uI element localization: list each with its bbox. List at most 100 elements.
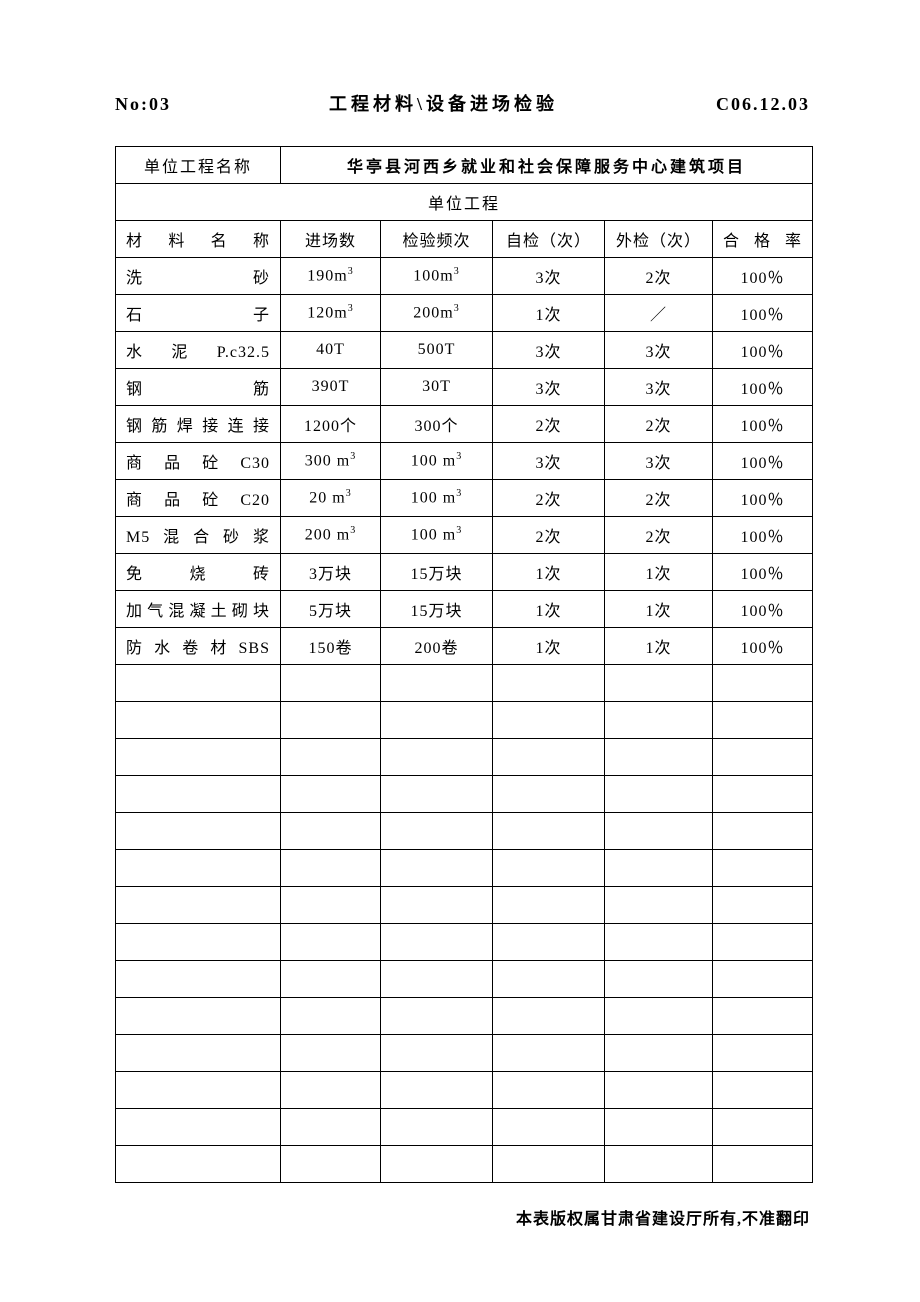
cell-empty (281, 998, 381, 1035)
cell-empty (605, 776, 713, 813)
cell-empty (381, 1109, 493, 1146)
cell-name: M5混合砂浆 (116, 517, 281, 554)
cell-name: 洗砂 (116, 258, 281, 295)
table-row-empty (116, 961, 813, 998)
cell-empty (381, 924, 493, 961)
cell-qty-in: 5万块 (281, 591, 381, 628)
cell-empty (493, 702, 605, 739)
table-row: 石子120m3200m31次／100％ (116, 295, 813, 332)
col-header-freq: 检验频次 (381, 221, 493, 258)
inspection-table: 单位工程名称 华亭县河西乡就业和社会保障服务中心建筑项目 单位工程 材料名称 进… (115, 146, 813, 1183)
cell-qty-in: 40T (281, 332, 381, 369)
doc-title: 工程材料\设备进场检验 (329, 90, 558, 116)
col-header-qty-in: 进场数 (281, 221, 381, 258)
cell-qty-in: 3万块 (281, 554, 381, 591)
cell-pass-rate: 100％ (713, 591, 813, 628)
col-header-name: 材料名称 (116, 221, 281, 258)
cell-empty (493, 1035, 605, 1072)
cell-qty-in: 300 m3 (281, 443, 381, 480)
cell-empty (116, 1146, 281, 1183)
table-row-empty (116, 702, 813, 739)
cell-empty (493, 924, 605, 961)
table-row: 免烧砖3万块15万块1次1次100％ (116, 554, 813, 591)
table-row-empty (116, 776, 813, 813)
table-row-empty (116, 1035, 813, 1072)
cell-qty-in: 20 m3 (281, 480, 381, 517)
cell-self-check: 1次 (493, 295, 605, 332)
cell-empty (116, 850, 281, 887)
cell-pass-rate: 100％ (713, 332, 813, 369)
table-row-empty (116, 1072, 813, 1109)
cell-empty (713, 1072, 813, 1109)
cell-empty (605, 702, 713, 739)
cell-empty (281, 1072, 381, 1109)
cell-pass-rate: 100％ (713, 554, 813, 591)
cell-pass-rate: 100％ (713, 406, 813, 443)
cell-empty (713, 1109, 813, 1146)
cell-qty-in: 1200个 (281, 406, 381, 443)
cell-empty (381, 702, 493, 739)
cell-self-check: 1次 (493, 554, 605, 591)
cell-ext-check: 2次 (605, 480, 713, 517)
cell-self-check: 2次 (493, 517, 605, 554)
table-row: 商品砼C2020 m3100 m32次2次100％ (116, 480, 813, 517)
cell-empty (381, 776, 493, 813)
cell-empty (493, 776, 605, 813)
cell-self-check: 2次 (493, 406, 605, 443)
cell-empty (381, 1146, 493, 1183)
cell-self-check: 3次 (493, 443, 605, 480)
section-title: 单位工程 (116, 184, 813, 221)
cell-empty (605, 1072, 713, 1109)
table-row-empty (116, 998, 813, 1035)
cell-empty (713, 813, 813, 850)
cell-empty (281, 739, 381, 776)
doc-number: No:03 (115, 94, 171, 115)
cell-empty (116, 1109, 281, 1146)
cell-empty (605, 850, 713, 887)
cell-empty (493, 813, 605, 850)
cell-empty (116, 961, 281, 998)
cell-name: 水泥P.c32.5 (116, 332, 281, 369)
cell-freq: 300个 (381, 406, 493, 443)
column-header-row: 材料名称 进场数 检验频次 自检（次） 外检（次） 合格率 (116, 221, 813, 258)
cell-empty (281, 924, 381, 961)
cell-self-check: 1次 (493, 591, 605, 628)
cell-empty (605, 1035, 713, 1072)
cell-qty-in: 190m3 (281, 258, 381, 295)
cell-ext-check: 1次 (605, 591, 713, 628)
table-row-empty (116, 739, 813, 776)
cell-empty (713, 702, 813, 739)
cell-empty (713, 665, 813, 702)
cell-name: 防水卷材SBS (116, 628, 281, 665)
table-row: 加气混凝土砌块5万块15万块1次1次100％ (116, 591, 813, 628)
cell-self-check: 3次 (493, 369, 605, 406)
cell-empty (381, 739, 493, 776)
table-row-empty (116, 665, 813, 702)
cell-empty (605, 739, 713, 776)
cell-empty (605, 887, 713, 924)
cell-empty (281, 850, 381, 887)
cell-freq: 200m3 (381, 295, 493, 332)
cell-empty (493, 998, 605, 1035)
cell-name: 钢筋焊接连接 (116, 406, 281, 443)
cell-self-check: 1次 (493, 628, 605, 665)
cell-empty (713, 776, 813, 813)
cell-name: 石子 (116, 295, 281, 332)
cell-empty (493, 850, 605, 887)
cell-pass-rate: 100％ (713, 443, 813, 480)
col-header-pass-rate: 合格率 (713, 221, 813, 258)
cell-empty (116, 887, 281, 924)
cell-name: 商品砼C30 (116, 443, 281, 480)
table-row: 防水卷材SBS150卷200卷1次1次100％ (116, 628, 813, 665)
cell-self-check: 3次 (493, 332, 605, 369)
cell-freq: 100 m3 (381, 517, 493, 554)
cell-empty (713, 850, 813, 887)
cell-empty (605, 1146, 713, 1183)
cell-empty (116, 924, 281, 961)
cell-empty (713, 1146, 813, 1183)
cell-qty-in: 150卷 (281, 628, 381, 665)
document-header: No:03 工程材料\设备进场检验 C06.12.03 (115, 90, 810, 116)
cell-ext-check: 1次 (605, 628, 713, 665)
cell-freq: 200卷 (381, 628, 493, 665)
section-title-row: 单位工程 (116, 184, 813, 221)
